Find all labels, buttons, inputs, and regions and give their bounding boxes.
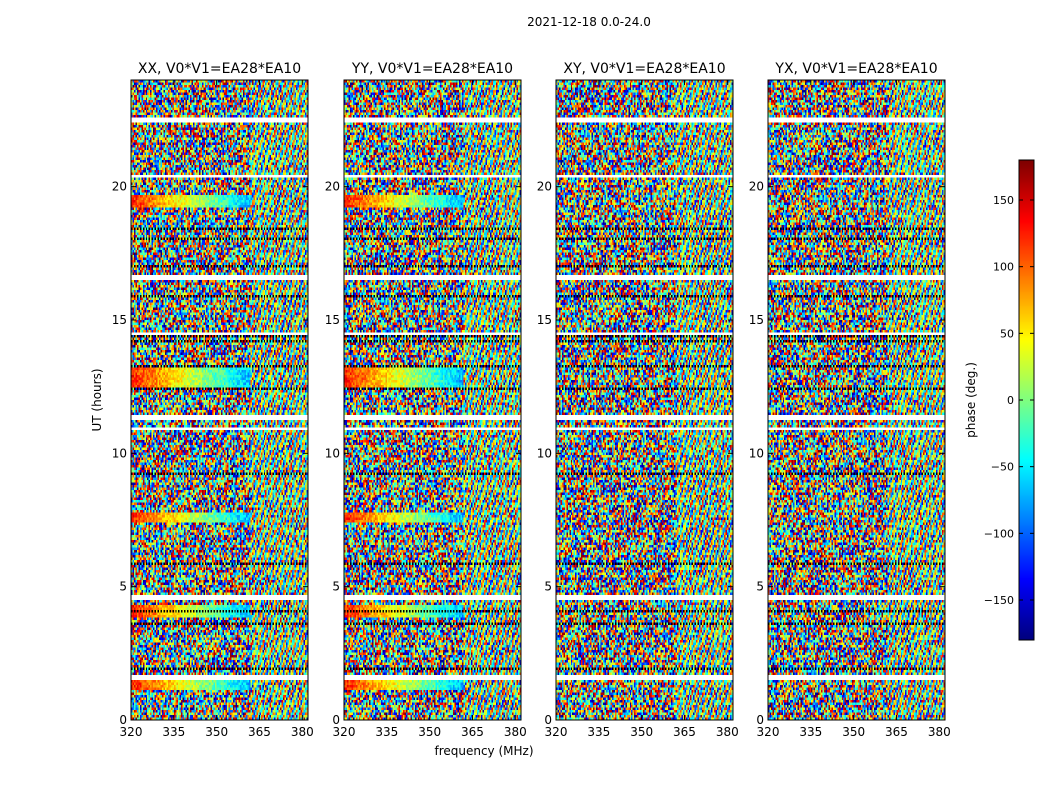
y-tick-label: 15: [112, 313, 127, 327]
x-tick-label: 365: [461, 725, 484, 739]
x-tick-label: 365: [673, 725, 696, 739]
y-tick-label: 5: [544, 580, 552, 594]
y-tick-label: 10: [749, 446, 764, 460]
y-axis-label: UT (hours): [90, 368, 104, 431]
panel-title: YX, V0*V1=EA28*EA10: [774, 61, 937, 77]
panel-title: XY, V0*V1=EA28*EA10: [563, 61, 725, 77]
panel-xy: XY, V0*V1=EA28*EA10 320 335 350 365 380 0 5 10 15…: [537, 61, 739, 739]
y-tick-label: 20: [749, 180, 764, 194]
panels-group: XX, V0*V1=EA28*EA10 320 335 350 365 380 0 5 10 15…: [112, 61, 951, 739]
y-tick-label: 5: [332, 580, 340, 594]
panel-frame: [343, 79, 522, 721]
y-tick-label: 0: [544, 713, 552, 727]
x-tick-label: 380: [291, 725, 314, 739]
x-tick-label: 335: [375, 725, 398, 739]
panel-yx: YX, V0*V1=EA28*EA10 320 335 350 365 380 0 5 10 15…: [749, 61, 951, 739]
y-tick-label: 10: [325, 446, 340, 460]
panel-title: XX, V0*V1=EA28*EA10: [138, 61, 301, 77]
x-tick-label: 350: [842, 725, 865, 739]
y-tick-label: 20: [112, 180, 127, 194]
y-tick-label: 10: [537, 446, 552, 460]
x-tick-label: 320: [120, 725, 143, 739]
colorbar-label: phase (deg.): [964, 362, 978, 438]
panel-yy: YY, V0*V1=EA28*EA10 320 335 350 365 380 0 5 10 15…: [325, 61, 527, 739]
colorbar-gradient: [1019, 160, 1034, 640]
panel-frame: [130, 79, 309, 721]
phase-heatmap-image: [131, 80, 308, 720]
y-tick-label: 0: [756, 713, 764, 727]
colorbar-tick-label: 100: [993, 261, 1014, 274]
panel-title: YY, V0*V1=EA28*EA10: [351, 61, 513, 77]
x-tick-label: 320: [333, 725, 356, 739]
y-tick-label: 20: [537, 180, 552, 194]
y-tick-label: 15: [537, 313, 552, 327]
x-tick-label: 380: [928, 725, 951, 739]
panel-frame: [767, 79, 946, 721]
y-tick-label: 0: [119, 713, 127, 727]
colorbar: −150 −100 −50 0 50 100 150: [984, 159, 1035, 641]
x-tick-label: 365: [885, 725, 908, 739]
colorbar-tick-label: 150: [993, 194, 1014, 207]
x-tick-label: 335: [799, 725, 822, 739]
x-tick-label: 335: [162, 725, 185, 739]
figure-suptitle: 2021-12-18 0.0-24.0: [527, 15, 651, 29]
x-tick-label: 350: [630, 725, 653, 739]
x-tick-label: 350: [205, 725, 228, 739]
x-tick-label: 320: [757, 725, 780, 739]
x-tick-label: 320: [545, 725, 568, 739]
x-tick-label: 335: [587, 725, 610, 739]
y-tick-label: 10: [112, 446, 127, 460]
colorbar-tick-label: 0: [1007, 394, 1014, 407]
colorbar-tick-label: −100: [984, 527, 1014, 540]
colorbar-tick-label: −150: [984, 594, 1014, 607]
x-tick-label: 380: [716, 725, 739, 739]
x-tick-label: 350: [418, 725, 441, 739]
x-tick-label: 365: [248, 725, 271, 739]
y-tick-label: 5: [119, 580, 127, 594]
x-tick-label: 380: [504, 725, 527, 739]
phase-heatmap-image: [556, 80, 733, 720]
phase-heatmap-image: [344, 80, 521, 720]
phase-heatmap-image: [768, 80, 945, 720]
y-tick-label: 0: [332, 713, 340, 727]
x-axis-label: frequency (MHz): [434, 744, 533, 758]
y-tick-label: 5: [756, 580, 764, 594]
y-tick-label: 15: [749, 313, 764, 327]
colorbar-tick-label: 50: [1000, 327, 1014, 340]
colorbar-tick-label: −50: [991, 461, 1014, 474]
y-tick-label: 20: [325, 180, 340, 194]
y-tick-label: 15: [325, 313, 340, 327]
panel-xx: XX, V0*V1=EA28*EA10 320 335 350 365 380 0 5 10 15…: [112, 61, 314, 739]
panel-frame: [555, 79, 734, 721]
